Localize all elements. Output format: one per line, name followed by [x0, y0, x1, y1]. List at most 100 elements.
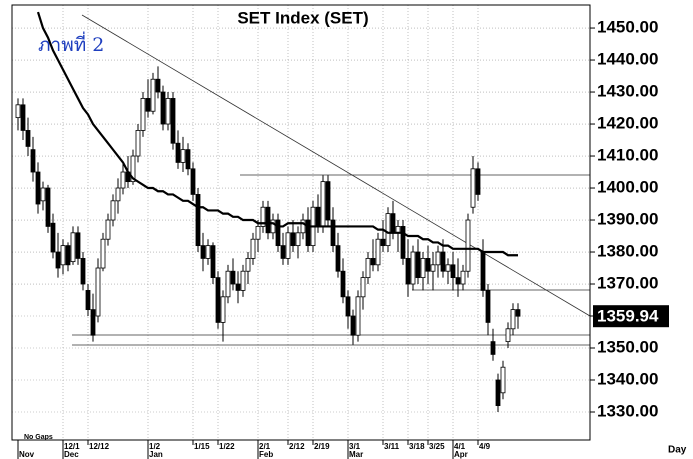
candle-body	[320, 181, 326, 227]
candle-body	[240, 270, 246, 291]
candle-body	[180, 149, 186, 163]
candle-body	[30, 149, 36, 173]
candle-body	[145, 98, 151, 112]
candle-body	[405, 258, 411, 285]
y-tick-label: 1340.00	[597, 369, 658, 388]
candle-body	[345, 296, 351, 317]
candle-body	[470, 168, 476, 208]
candle-body	[20, 104, 26, 131]
candle-body	[105, 219, 111, 240]
candle-body	[325, 181, 331, 221]
candle-body	[355, 296, 361, 336]
candle-body	[305, 219, 311, 247]
candle-body	[340, 270, 346, 298]
candle-body	[15, 104, 21, 119]
candle-body	[215, 277, 221, 323]
chart-title: SET Index (SET)	[237, 8, 368, 27]
candle-body	[300, 219, 306, 234]
x-tick-label: 3/25	[429, 442, 445, 451]
y-tick-label: 1450.00	[597, 18, 658, 37]
x-tick-label: 3/18	[409, 442, 425, 451]
candle-body	[235, 283, 241, 291]
candle-body	[370, 258, 376, 266]
month-label: Apr	[454, 450, 468, 459]
candle-body	[220, 296, 226, 323]
y-tick-label: 1440.00	[597, 50, 658, 69]
plot-area	[15, 11, 590, 413]
candle-body	[260, 206, 266, 227]
candle-body	[420, 258, 426, 279]
candle-body	[135, 130, 141, 157]
last-price-box	[593, 305, 669, 328]
candle-body	[70, 232, 76, 263]
candle-body	[400, 226, 406, 259]
y-tick-label: 1330.00	[597, 401, 658, 420]
candle-body	[185, 149, 191, 170]
candle-body	[100, 238, 106, 269]
candle-body	[35, 171, 41, 205]
x-tick-label: 1/2	[149, 442, 161, 451]
candle-body	[205, 245, 211, 259]
candle-body	[130, 155, 136, 183]
y-tick-label: 1410.00	[597, 146, 658, 165]
trend-line	[81, 14, 590, 317]
x-note: No Gaps	[24, 434, 53, 441]
candle-body	[495, 379, 501, 407]
candle-body	[315, 206, 321, 227]
month-label: Dec	[64, 450, 79, 459]
annotation: ภาพที่ 2	[38, 31, 104, 56]
candle-body	[330, 219, 336, 247]
candle-body	[195, 194, 201, 247]
candle-body	[115, 187, 121, 202]
y-tick-label: 1430.00	[597, 82, 658, 101]
candle-body	[510, 309, 516, 330]
candle-body	[515, 309, 521, 317]
candle-body	[245, 258, 251, 272]
candle-body	[450, 264, 456, 279]
y-tick-label: 1370.00	[597, 273, 658, 292]
candle-body	[210, 245, 216, 279]
x-tick-label: 2/1	[259, 442, 271, 451]
candle-body	[430, 264, 436, 272]
x-tick-label: 4/1	[454, 442, 466, 451]
candle-body	[190, 168, 196, 195]
candle-body	[365, 258, 371, 279]
candle-body	[230, 270, 236, 285]
candle-body	[50, 222, 56, 253]
x-tick-label: 12/1	[64, 442, 80, 451]
moving-average-line	[36, 11, 518, 257]
candle-body	[425, 258, 431, 272]
candle-body	[160, 91, 166, 125]
x-tick-label: 1/15	[194, 442, 210, 451]
candle-body	[390, 213, 396, 234]
candle-body	[120, 171, 126, 189]
candle-body	[435, 251, 441, 266]
candle-body	[285, 232, 291, 259]
candle-body	[295, 232, 301, 247]
candle-body	[225, 270, 231, 298]
y-tick-label: 1400.00	[597, 178, 658, 197]
candle-body	[475, 168, 481, 195]
y-tick-label: 1420.00	[597, 114, 658, 133]
candle-body	[375, 238, 381, 266]
candle-body	[360, 277, 366, 298]
candle-body	[85, 290, 91, 311]
x-tick-label: 1/22	[219, 442, 235, 451]
candle-body	[75, 232, 81, 259]
candle-body	[415, 251, 421, 279]
candle-body	[60, 245, 66, 266]
candle-body	[80, 258, 86, 285]
candle-body	[410, 251, 416, 285]
x-tick-label: 2/12	[289, 442, 305, 451]
x-tick-label: 12/12	[89, 442, 110, 451]
candle-body	[440, 251, 446, 272]
x-tick-label: 3/11	[384, 442, 400, 451]
x-tick-label: 4/9	[479, 442, 491, 451]
candle-body	[25, 130, 31, 147]
x-axis-label: Day	[668, 445, 687, 456]
candle-body	[255, 226, 261, 240]
candle-body	[110, 200, 116, 221]
candle-body	[350, 315, 356, 336]
candle-body	[45, 187, 51, 227]
